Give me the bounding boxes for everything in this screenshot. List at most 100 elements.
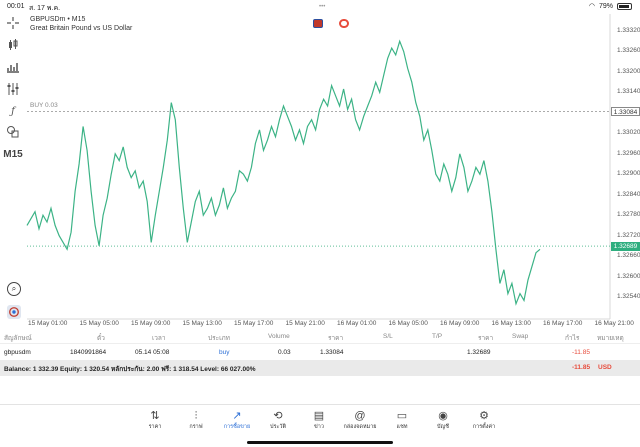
y-tick-label: 1.33020 bbox=[617, 129, 640, 137]
buy-order-label: BUY 0.03 bbox=[30, 102, 58, 110]
timeframe-button[interactable]: M15 bbox=[3, 148, 23, 160]
status-bar: 00:01 ส. 17 พ.ค. ••• ◠ 79% bbox=[0, 0, 640, 14]
status-date: ส. 17 พ.ค. bbox=[29, 5, 61, 12]
col-sl: S/L bbox=[383, 333, 393, 340]
trade-panel-icon[interactable] bbox=[7, 305, 21, 319]
symbol-title: GBPUSDm • M15 bbox=[30, 16, 86, 23]
x-tick-label: 15 May 01:00 bbox=[28, 320, 68, 327]
total-profit: -11.85 bbox=[572, 364, 591, 371]
tab-account[interactable]: ◉ บัญชี bbox=[423, 409, 463, 431]
y-tick-label: 1.33140 bbox=[617, 88, 640, 96]
shapes-icon[interactable] bbox=[5, 125, 21, 139]
tab-label: ข่าว bbox=[314, 424, 324, 430]
tab-mailbox[interactable]: @ กล่องจดหมาย bbox=[340, 409, 380, 431]
x-tick-label: 16 May 13:00 bbox=[491, 320, 531, 327]
history-icon: ⟲ bbox=[273, 410, 283, 422]
signal-icon[interactable] bbox=[339, 19, 349, 28]
zoom-icon[interactable]: ⌕ bbox=[7, 282, 21, 296]
y-tick-label: 1.33200 bbox=[617, 67, 640, 75]
bottom-tab-bar: ⇅ ราคา ⫶ กราฟ ↗ การซื้อขาย ⟲ ประวัติ ▤ ข… bbox=[0, 404, 640, 447]
x-tick-label: 15 May 17:00 bbox=[234, 320, 274, 327]
tab-quotes[interactable]: ⇅ ราคา bbox=[135, 409, 175, 431]
crosshair-icon[interactable] bbox=[5, 16, 21, 30]
x-tick-label: 16 May 01:00 bbox=[337, 320, 377, 327]
row-profit: -11.85 bbox=[572, 349, 590, 356]
price-line bbox=[26, 39, 541, 306]
row-symbol: gbpusdm bbox=[4, 349, 31, 356]
battery-icon bbox=[617, 2, 632, 10]
col-tp: T/P bbox=[432, 333, 443, 340]
tab-label: ประวัติ bbox=[269, 424, 287, 430]
col-time: เวลา bbox=[152, 335, 166, 342]
x-tick-label: 16 May 17:00 bbox=[543, 320, 583, 327]
col-comment: หมายเหตุ bbox=[597, 335, 624, 342]
col-symbol: สัญลักษณ์ bbox=[4, 335, 32, 342]
indicators-icon[interactable] bbox=[5, 60, 21, 74]
x-tick-label: 16 May 05:00 bbox=[388, 320, 428, 327]
row-volume: 0.03 bbox=[278, 349, 291, 356]
quotes-icon: ⇅ bbox=[150, 410, 160, 422]
chat-icon: ▭ bbox=[396, 410, 408, 422]
tab-label: การตั้งค่า bbox=[472, 424, 496, 430]
col-current-price: ราคา bbox=[478, 335, 494, 342]
y-tick-label: 1.32840 bbox=[617, 190, 640, 198]
col-profit: กำไร bbox=[565, 335, 580, 342]
tab-chat[interactable]: ▭ แชท bbox=[382, 409, 422, 431]
function-icon[interactable]: ƒ bbox=[11, 105, 15, 117]
status-time: 00:01 bbox=[7, 3, 25, 10]
balance-bar: Balance: 1 332.39 Equity: 1 320.54 หลักป… bbox=[0, 360, 640, 376]
mailbox-icon: @ bbox=[354, 410, 366, 422]
tab-label: กล่องจดหมาย bbox=[343, 424, 377, 430]
tab-trade[interactable]: ↗ การซื้อขาย bbox=[217, 409, 257, 431]
row-current-price: 1.32689 bbox=[467, 349, 491, 356]
multitask-grabber[interactable]: ••• bbox=[319, 4, 326, 10]
tab-chart[interactable]: ⫶ กราฟ bbox=[176, 409, 216, 431]
col-open-price: ราคา bbox=[328, 335, 344, 342]
one-click-trading-icon[interactable] bbox=[313, 19, 323, 28]
wifi-icon: ◠ bbox=[588, 3, 595, 10]
tab-label: การซื้อขาย bbox=[223, 424, 251, 430]
symbol-description: Great Britain Pound vs US Dollar bbox=[30, 25, 133, 32]
row-ticket: 1840991864 bbox=[70, 349, 107, 356]
col-type: ประเภท bbox=[208, 335, 230, 342]
bid-price-tag: 1.32689 bbox=[611, 241, 640, 251]
x-tick-label: 15 May 13:00 bbox=[182, 320, 222, 327]
y-tick-label: 1.32900 bbox=[617, 170, 640, 178]
y-tick-label: 1.32660 bbox=[617, 252, 640, 260]
news-icon: ▤ bbox=[313, 410, 325, 422]
tab-history[interactable]: ⟲ ประวัติ bbox=[258, 409, 298, 431]
gear-icon: ⚙ bbox=[479, 410, 489, 422]
row-open-price: 1.33084 bbox=[320, 349, 344, 356]
x-tick-label: 15 May 21:00 bbox=[285, 320, 325, 327]
battery-percent: 79% bbox=[598, 2, 613, 10]
col-volume: Volume bbox=[268, 333, 290, 340]
chart-icon: ⫶ bbox=[194, 410, 198, 422]
x-tick-label: 15 May 09:00 bbox=[131, 320, 171, 327]
table-row[interactable]: gbpusdm 1840991864 05.14 05:08 buy 0.03 … bbox=[0, 346, 640, 362]
tab-label: แชท bbox=[396, 424, 408, 430]
positions-table: สัญลักษณ์ ตั๋ว เวลา ประเภท Volume ราคา S… bbox=[0, 330, 640, 360]
status-right: ◠ 79% bbox=[589, 2, 632, 10]
x-tick-label: 15 May 05:00 bbox=[79, 320, 119, 327]
y-tick-label: 1.33320 bbox=[617, 27, 640, 34]
x-tick-label: 16 May 21:00 bbox=[594, 320, 634, 327]
tab-settings[interactable]: ⚙ การตั้งค่า bbox=[464, 409, 504, 431]
settings-sliders-icon[interactable] bbox=[5, 82, 21, 96]
trade-icon: ↗ bbox=[232, 410, 242, 422]
tab-news[interactable]: ▤ ข่าว bbox=[299, 409, 339, 431]
chart-toolbar: ƒ M15 bbox=[0, 14, 26, 319]
col-ticket: ตั๋ว bbox=[97, 335, 105, 342]
y-tick-label: 1.32600 bbox=[617, 272, 640, 280]
chart-header: GBPUSDm • M15 Great Britain Pound vs US … bbox=[30, 15, 132, 33]
col-swap: Swap bbox=[512, 333, 529, 340]
trade-buttons bbox=[313, 19, 349, 28]
table-header: สัญลักษณ์ ตั๋ว เวลา ประเภท Volume ราคา S… bbox=[0, 330, 640, 344]
candles-icon[interactable] bbox=[5, 38, 21, 52]
home-indicator[interactable] bbox=[247, 441, 393, 444]
tab-label: บัญชี bbox=[437, 424, 449, 430]
y-tick-label: 1.32540 bbox=[617, 293, 640, 300]
y-tick-label: 1.33260 bbox=[617, 47, 640, 55]
price-chart[interactable] bbox=[0, 14, 640, 329]
x-tick-label: 16 May 09:00 bbox=[440, 320, 480, 327]
tab-label: ราคา bbox=[148, 424, 162, 430]
